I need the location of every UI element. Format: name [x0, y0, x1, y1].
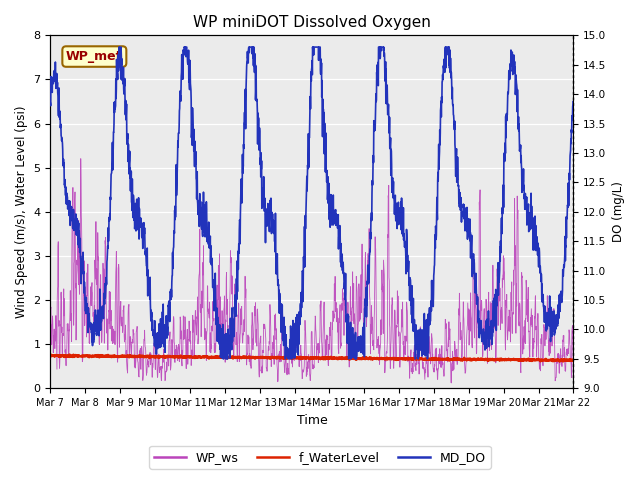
- Y-axis label: DO (mg/L): DO (mg/L): [612, 181, 625, 242]
- Y-axis label: Wind Speed (m/s), Water Level (psi): Wind Speed (m/s), Water Level (psi): [15, 106, 28, 318]
- X-axis label: Time: Time: [296, 414, 327, 427]
- Legend: WP_ws, f_WaterLevel, MD_DO: WP_ws, f_WaterLevel, MD_DO: [149, 446, 491, 469]
- Text: WP_met: WP_met: [66, 50, 123, 63]
- Title: WP miniDOT Dissolved Oxygen: WP miniDOT Dissolved Oxygen: [193, 15, 431, 30]
